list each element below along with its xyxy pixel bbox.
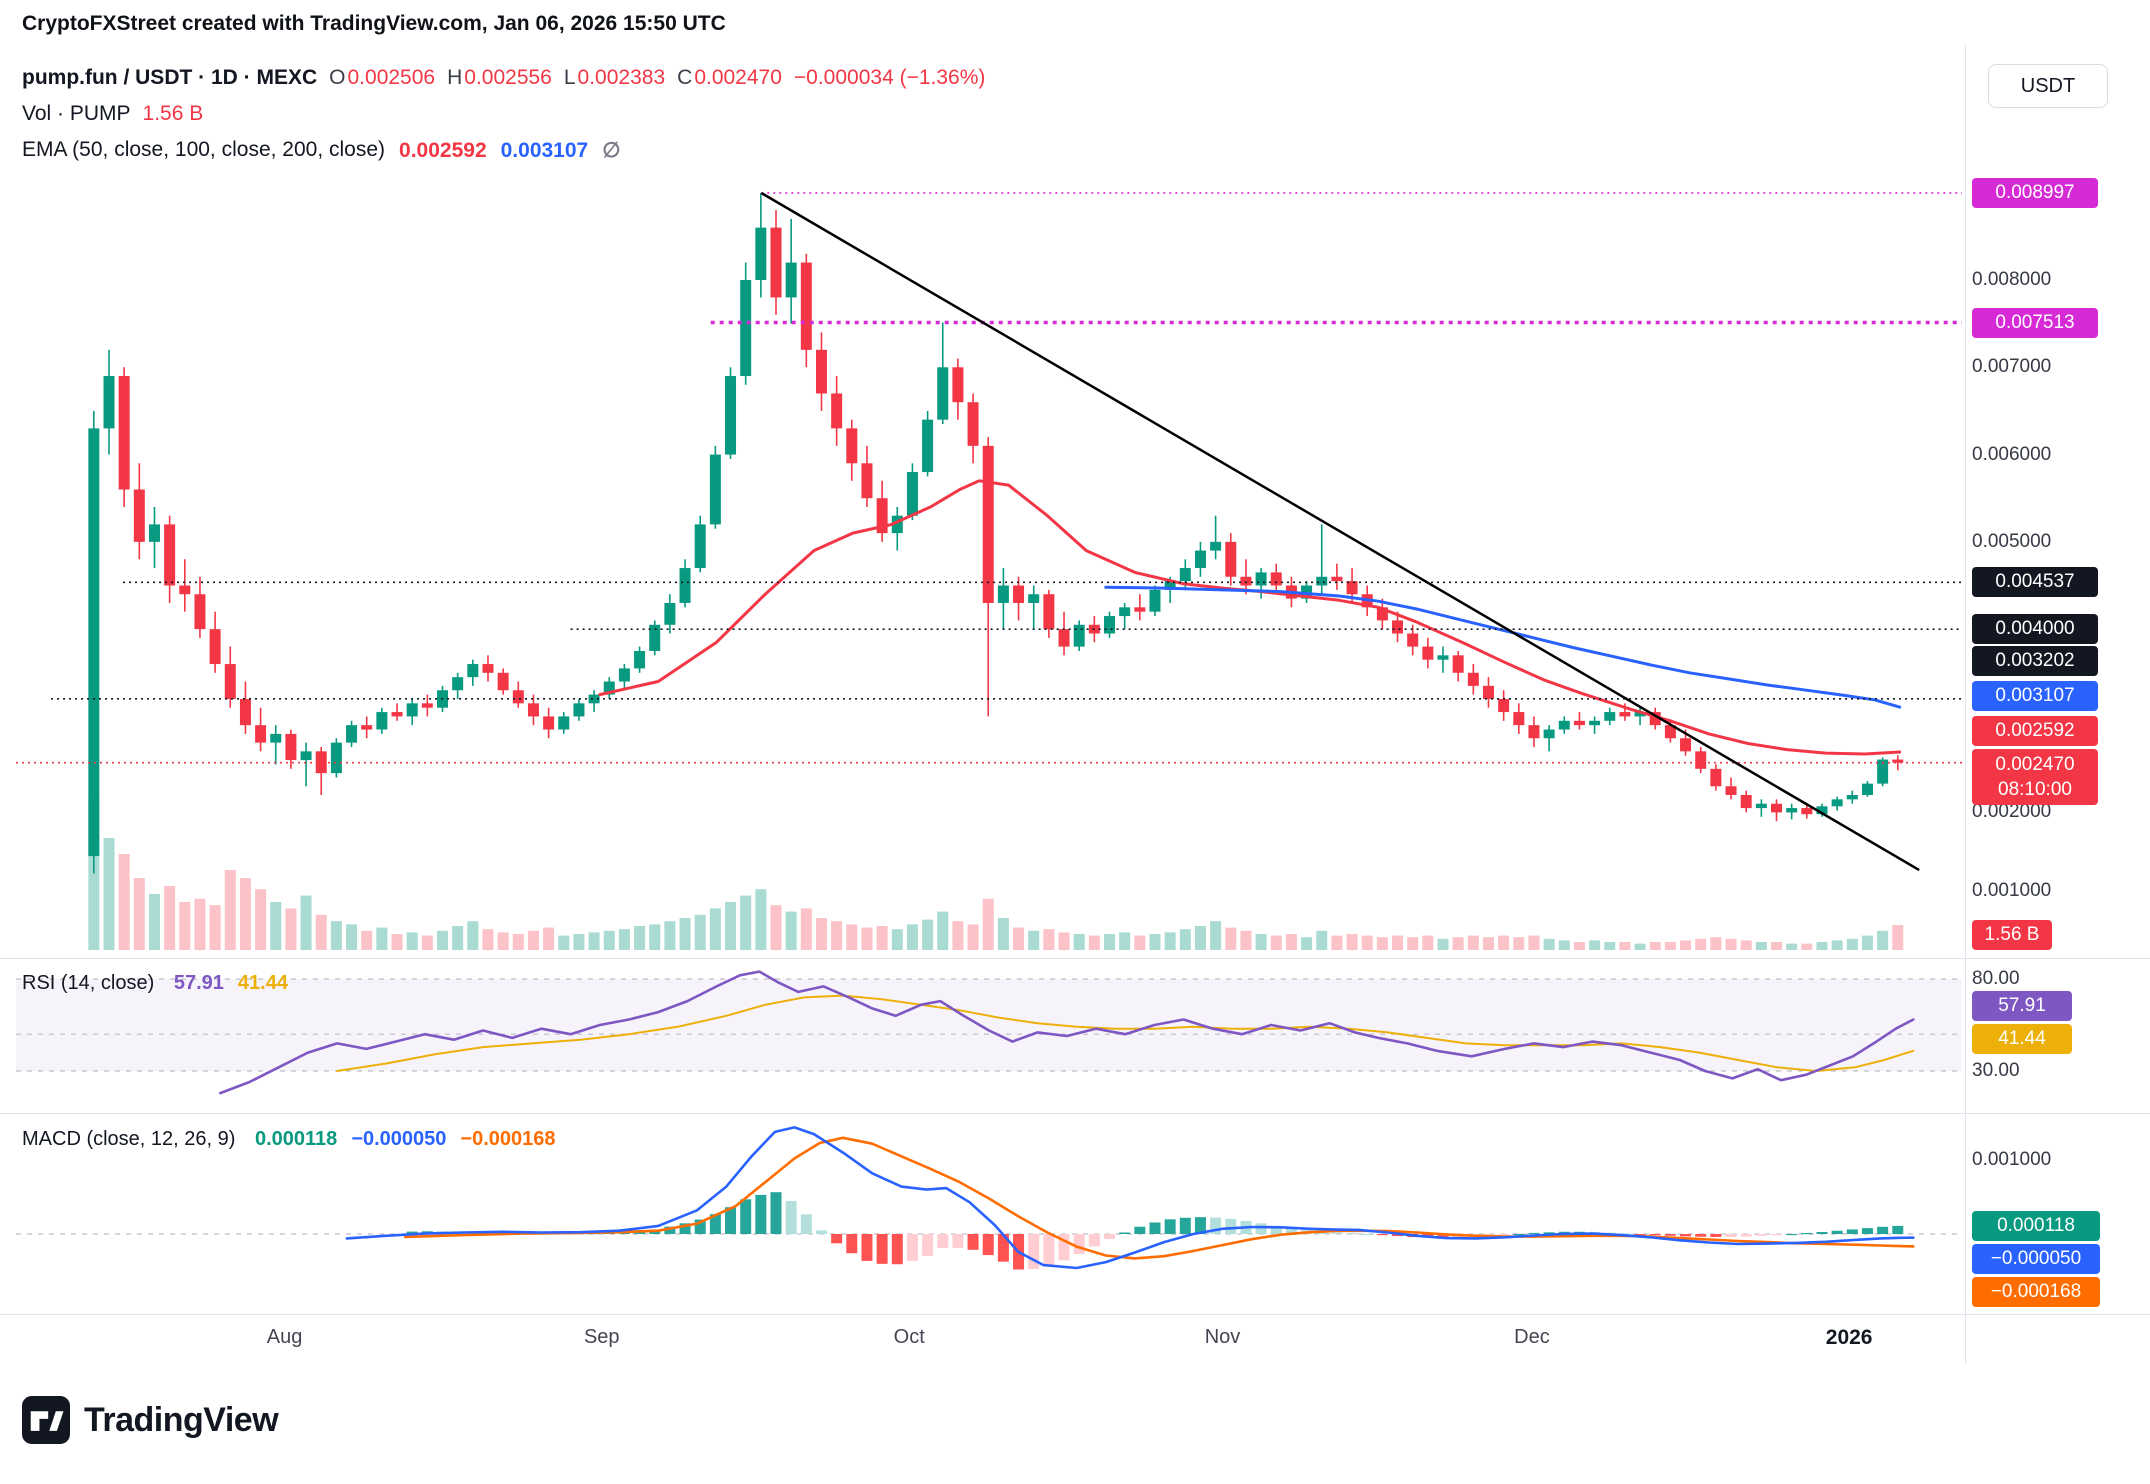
tradingview-logo-icon[interactable]: [22, 1396, 70, 1444]
rsi-values: 57.91 41.44: [160, 972, 288, 994]
ohlc-segment: L0.002383: [563, 66, 666, 89]
change-value: −0.000034 (−1.36%): [793, 66, 986, 89]
volume-indicator-label[interactable]: Vol · PUMP: [22, 102, 131, 125]
ohlc-values: O0.002506 H0.002556 L0.002383 C0.002470: [317, 66, 782, 90]
rsi-value: 57.91: [173, 972, 224, 994]
ohlc-segment: C0.002470: [677, 66, 782, 89]
macd-value: 0.000118: [254, 1128, 338, 1150]
ema-value: 0.002592: [399, 138, 487, 162]
ema-indicator-label[interactable]: EMA (50, close, 100, close, 200, close): [22, 138, 386, 161]
ema-values: 0.002592 0.003107 ∅: [385, 138, 620, 163]
header-bar: CryptoFXStreet created with TradingView.…: [22, 12, 726, 36]
macd-pane-legend: MACD (close, 12, 26, 9) 0.000118 −0.00005…: [22, 1128, 556, 1151]
rsi-pane-legend: RSI (14, close) 57.91 41.44: [22, 972, 288, 995]
macd-value: −0.000050: [351, 1128, 447, 1150]
volume-value: 1.56 B: [142, 102, 204, 125]
chart-legend: pump.fun / USDT · 1D · MEXC O0.002506 H0.…: [22, 60, 985, 168]
legend-row-main: pump.fun / USDT · 1D · MEXC O0.002506 H0.…: [22, 60, 985, 96]
footer: TradingView: [22, 1396, 279, 1444]
ohlc-segment: O0.002506: [329, 66, 436, 89]
header-title: CryptoFXStreet created with TradingView.…: [22, 12, 726, 35]
legend-row-ema: EMA (50, close, 100, close, 200, close) …: [22, 132, 985, 168]
macd-values: 0.000118 −0.000050 −0.000168: [241, 1128, 556, 1150]
symbol-title[interactable]: pump.fun / USDT · 1D · MEXC: [22, 66, 318, 89]
currency-button[interactable]: USDT: [1988, 64, 2108, 108]
rsi-indicator-label[interactable]: RSI (14, close): [22, 972, 155, 994]
ohlc-segment: H0.002556: [447, 66, 552, 89]
rsi-value: 41.44: [237, 972, 288, 994]
macd-indicator-label[interactable]: MACD (close, 12, 26, 9): [22, 1128, 236, 1150]
macd-value: −0.000168: [460, 1128, 556, 1150]
ema-value: 0.003107: [500, 138, 589, 162]
tradingview-brand[interactable]: TradingView: [84, 1400, 279, 1439]
legend-row-volume: Vol · PUMP 1.56 B: [22, 96, 985, 132]
ema-value: ∅: [602, 138, 621, 162]
